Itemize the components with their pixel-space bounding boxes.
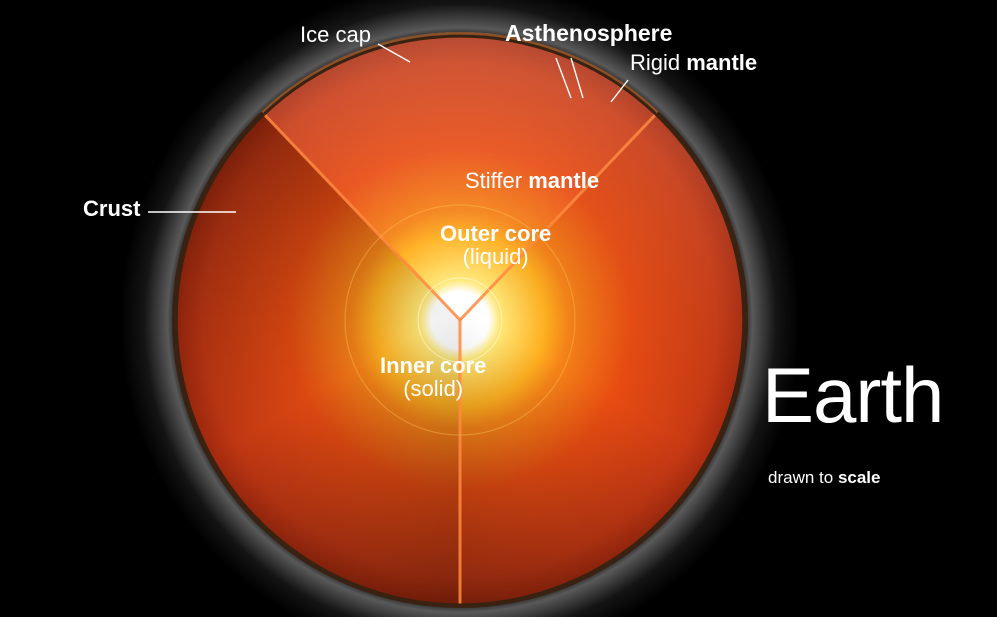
diagram-title: Earth [762, 350, 943, 441]
label-rigid-mantle: Rigid mantle [630, 50, 757, 76]
earth-cutaway-diagram [0, 0, 997, 617]
label-stiffer-mantle: Stiffer mantle [465, 168, 599, 194]
cutaway [173, 33, 747, 608]
label-inner-core: Inner core (solid) [380, 354, 486, 400]
label-ice-cap: Ice cap [300, 22, 371, 48]
label-outer-core: Outer core (liquid) [440, 222, 551, 268]
label-asthenosphere: Asthenosphere [505, 20, 672, 47]
diagram-subtitle: drawn to scale [768, 468, 880, 488]
label-crust: Crust [83, 196, 140, 222]
